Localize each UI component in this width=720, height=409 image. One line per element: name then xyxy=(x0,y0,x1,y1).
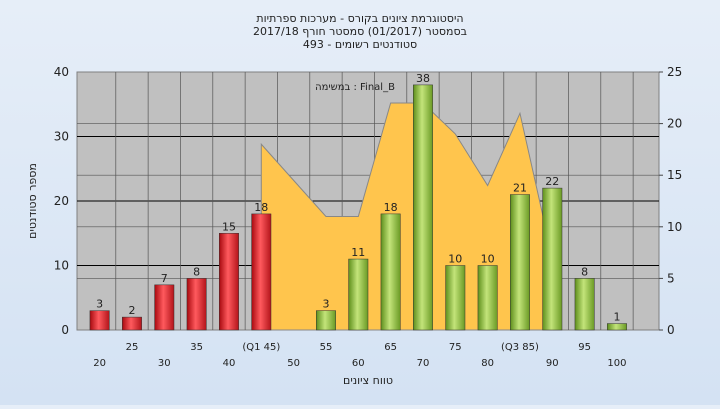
x-tick-label: (Q3 85) xyxy=(501,342,539,353)
x-tick-label: 80 xyxy=(481,358,494,369)
value-label: 2 xyxy=(128,304,135,317)
x-tick-label: 65 xyxy=(384,342,397,353)
value-label: 3 xyxy=(96,298,103,311)
y2-tick-label: 20 xyxy=(667,117,682,131)
value-label: 10 xyxy=(448,253,462,266)
x-tick-label: (Q1 45) xyxy=(242,342,280,353)
y2-tick-label: 5 xyxy=(667,271,675,285)
y2-tick-label: 25 xyxy=(667,65,682,79)
bar-75 xyxy=(445,265,466,331)
x-tick-label: 35 xyxy=(190,342,203,353)
x-tick-label: 100 xyxy=(607,358,626,369)
chart-subtitle-semester: בסמסטר (01/2017) סמסטר חורף 2017/18 xyxy=(253,25,467,38)
bar-90 xyxy=(542,187,563,331)
chart-annotation: במשימה : Final_B xyxy=(315,82,395,93)
y2-axis-ticks: 0 5 10 15 20 25 xyxy=(659,65,682,337)
bar-55 xyxy=(316,310,336,331)
value-label: 10 xyxy=(481,253,495,266)
value-label: 18 xyxy=(384,201,398,214)
value-label: 1 xyxy=(613,311,620,324)
bar-40 xyxy=(219,233,239,331)
y-axis-label: מספר סטודנטים xyxy=(26,163,39,239)
y-axis-ticks: 0 10 20 30 40 xyxy=(54,65,69,337)
bar-65 xyxy=(380,213,401,331)
bar-35 xyxy=(186,278,207,331)
bar-30 xyxy=(154,284,175,331)
chart-subtitle-students: סטודנטים רשומים - 493 xyxy=(303,38,417,51)
bar-20 xyxy=(89,310,110,331)
x-axis-ticks: 20 25 30 35 40 (Q1 45) 50 55 60 65 70 75 80 (Q3 85) 90… xyxy=(93,342,626,369)
value-label: 11 xyxy=(351,246,365,259)
x-tick-label: 50 xyxy=(287,358,300,369)
bar-80 xyxy=(477,265,498,331)
x-tick-label: 95 xyxy=(578,342,591,353)
chart-title: היסטוגרמת ציונים בקורס - מערכות ספרתיות xyxy=(256,12,463,25)
bar-(Q3 85) xyxy=(510,194,530,331)
value-label: 3 xyxy=(322,298,329,311)
y-tick-label: 10 xyxy=(54,259,69,273)
value-label: 18 xyxy=(254,201,268,214)
y2-tick-label: 15 xyxy=(667,168,682,182)
y-tick-label: 20 xyxy=(54,194,69,208)
value-label: 22 xyxy=(545,175,559,188)
bar-25 xyxy=(122,316,142,331)
value-labels: 3 2 7 8 15 18 3 11 18 38 10 10 21 22 8 1 xyxy=(96,72,620,324)
bars xyxy=(89,84,627,331)
y2-tick-label: 10 xyxy=(667,220,682,234)
y-tick-label: 0 xyxy=(61,323,69,337)
y-tick-label: 40 xyxy=(54,65,69,79)
x-tick-label: 60 xyxy=(352,358,365,369)
value-label: 38 xyxy=(416,72,430,85)
x-tick-label: 40 xyxy=(223,358,236,369)
value-label: 8 xyxy=(193,265,200,278)
x-tick-label: 70 xyxy=(417,358,430,369)
value-label: 21 xyxy=(513,182,527,195)
bar-60 xyxy=(348,258,369,331)
x-axis-label: טווח ציונים xyxy=(343,374,393,387)
y-tick-label: 30 xyxy=(54,130,69,144)
value-label: 8 xyxy=(581,265,588,278)
y2-tick-label: 0 xyxy=(667,323,675,337)
x-tick-label: 55 xyxy=(320,342,333,353)
x-tick-label: 30 xyxy=(158,358,171,369)
bar-95 xyxy=(574,278,595,331)
bar-(Q1 45) xyxy=(251,213,272,331)
bar-100 xyxy=(607,323,627,331)
value-label: 15 xyxy=(222,220,236,233)
x-tick-label: 90 xyxy=(546,358,559,369)
x-tick-label: 20 xyxy=(93,358,106,369)
x-tick-label: 75 xyxy=(449,342,462,353)
value-label: 7 xyxy=(161,272,168,285)
bar-70 xyxy=(413,84,433,331)
x-tick-label: 25 xyxy=(126,342,139,353)
